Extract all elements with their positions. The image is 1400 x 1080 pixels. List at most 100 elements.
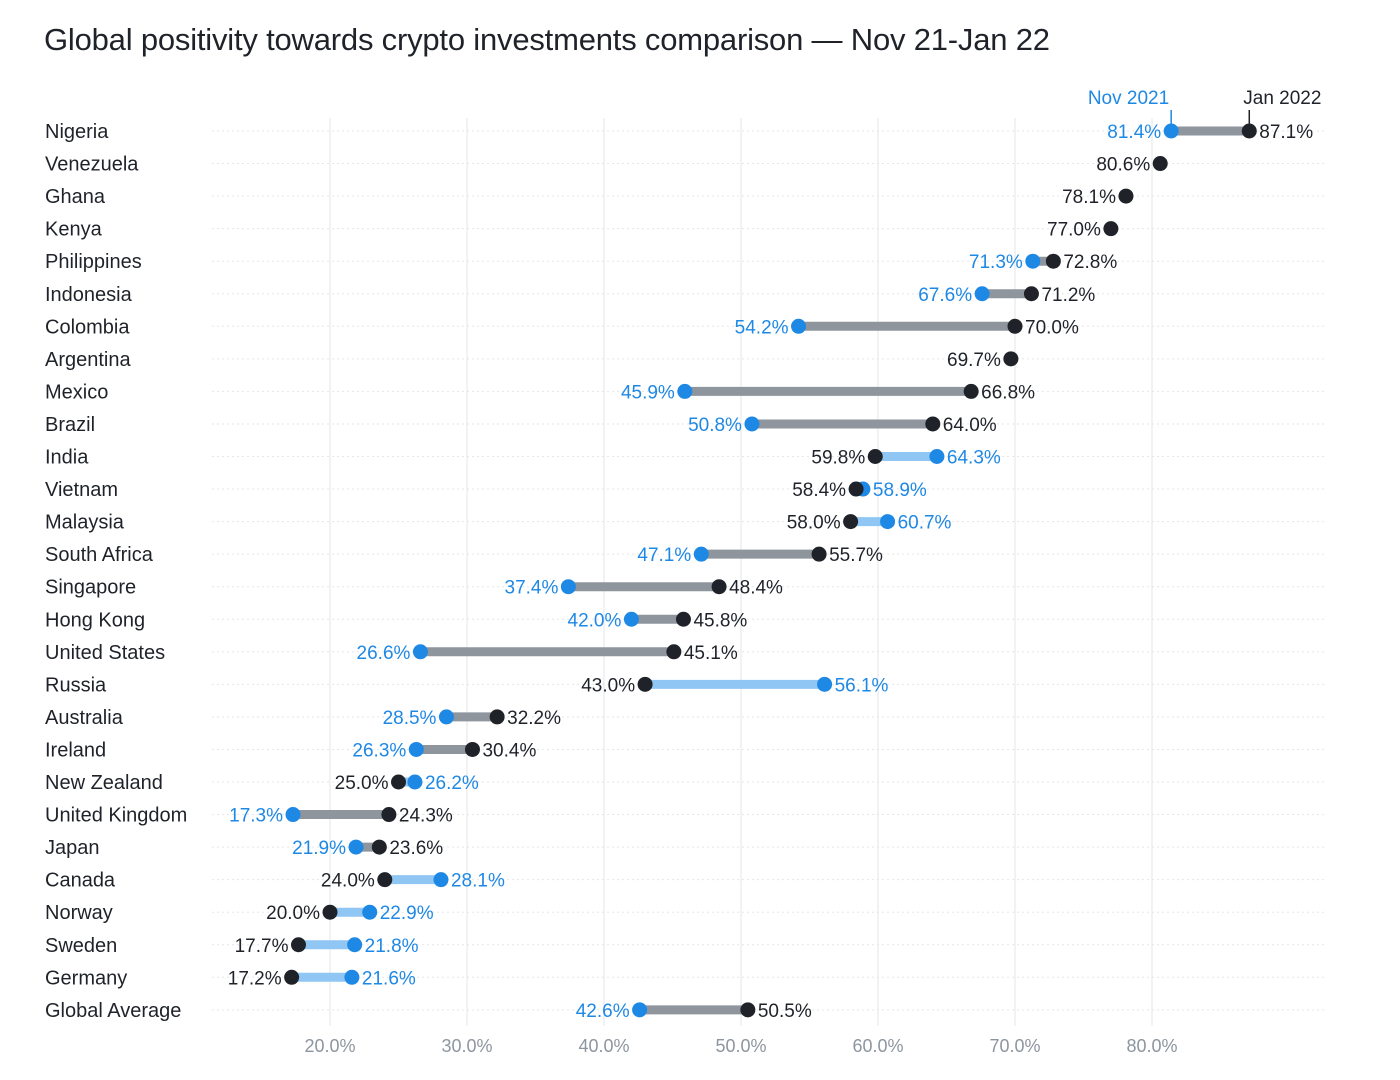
country-label: New Zealand (45, 772, 163, 794)
jan-2022-point (848, 481, 864, 497)
row-malaysia: Malaysia 58.0% 60.7% (45, 512, 952, 534)
jan-2022-label: 23.6% (389, 838, 443, 859)
nov-2021-point (412, 644, 428, 660)
country-label: Global Average (45, 1000, 181, 1022)
jan-2022-label: 17.2% (228, 968, 282, 989)
jan-2022-label: 64.0% (943, 415, 997, 436)
x-tick-label: 60.0% (852, 1036, 903, 1056)
country-label: Indonesia (45, 284, 133, 306)
jan-2022-point (1023, 286, 1039, 302)
row-colombia: Colombia 54.2% 70.0% (45, 316, 1079, 338)
nov-2021-label: 71.3% (969, 252, 1023, 273)
jan-2022-label: 87.1% (1259, 122, 1313, 143)
nov-2021-label: 45.9% (621, 382, 675, 403)
country-label: United Kingdom (45, 805, 187, 827)
nov-2021-point (408, 741, 424, 757)
jan-2022-label: 17.7% (235, 936, 289, 957)
nov-2021-label: 42.6% (576, 1001, 630, 1022)
nov-2021-point (362, 904, 378, 920)
country-label: South Africa (45, 544, 154, 566)
jan-2022-label: 78.1% (1062, 187, 1116, 208)
row-india: India 59.8% 64.3% (45, 447, 1001, 469)
row-venezuela: Venezuela 80.6% (45, 154, 1168, 176)
jan-2022-point (1045, 253, 1061, 269)
nov-2021-label: 81.4% (1107, 122, 1161, 143)
country-label: Argentina (45, 349, 131, 371)
jan-2022-point (489, 709, 505, 725)
jan-2022-label: 55.7% (829, 545, 883, 566)
jan-2022-label: 80.6% (1096, 155, 1150, 176)
nov-2021-label: 26.2% (425, 773, 479, 794)
x-tick-label: 80.0% (1126, 1036, 1177, 1056)
nov-2021-label: 50.8% (688, 415, 742, 436)
row-mexico: Mexico 45.9% 66.8% (45, 381, 1035, 403)
jan-2022-point (811, 546, 827, 562)
row-united-states: United States 26.6% 45.1% (45, 642, 738, 664)
nov-2021-point (1025, 253, 1041, 269)
row-australia: Australia 28.5% 32.2% (45, 707, 561, 729)
jan-2022-label: 45.8% (693, 610, 747, 631)
jan-2022-point (1152, 156, 1168, 172)
jan-2022-point (843, 514, 859, 530)
jan-2022-point (322, 904, 338, 920)
nov-2021-label: 28.5% (383, 708, 437, 729)
nov-2021-point (623, 611, 639, 627)
x-tick-label: 70.0% (989, 1036, 1040, 1056)
jan-2022-label: 66.8% (981, 382, 1035, 403)
country-label: Nigeria (45, 121, 109, 143)
nov-2021-label: 21.9% (292, 838, 346, 859)
nov-2021-label: 28.1% (451, 871, 505, 892)
nov-2021-label: 21.8% (365, 936, 419, 957)
nov-2021-point (344, 969, 360, 985)
x-tick-label: 50.0% (715, 1036, 766, 1056)
nov-2021-point (347, 937, 363, 953)
jan-2022-point (381, 807, 397, 823)
legend-jan-2022: Jan 2022 (1243, 88, 1321, 109)
jan-2022-point (666, 644, 682, 660)
country-label: Ghana (45, 186, 106, 208)
nov-2021-point (744, 416, 760, 432)
nov-2021-point (433, 872, 449, 888)
nov-2021-label: 47.1% (637, 545, 691, 566)
x-tick-label: 30.0% (441, 1036, 492, 1056)
jan-2022-label: 72.8% (1063, 252, 1117, 273)
country-label: Hong Kong (45, 609, 145, 631)
jan-2022-point (1241, 123, 1257, 139)
jan-2022-label: 24.3% (399, 806, 453, 827)
jan-2022-label: 32.2% (507, 708, 561, 729)
jan-2022-point (963, 383, 979, 399)
row-canada: Canada 24.0% 28.1% (45, 870, 505, 892)
country-label: Germany (45, 967, 127, 989)
country-label: Mexico (45, 381, 108, 403)
country-label: Norway (45, 902, 113, 924)
jan-2022-label: 30.4% (482, 740, 536, 761)
jan-2022-point (1007, 318, 1023, 334)
jan-2022-point (740, 1002, 756, 1018)
row-indonesia: Indonesia 67.6% 71.2% (45, 284, 1095, 306)
nov-2021-label: 26.6% (357, 643, 411, 664)
jan-2022-point (711, 579, 727, 595)
country-label: Singapore (45, 577, 136, 599)
row-ghana: Ghana 78.1% (45, 186, 1134, 208)
jan-2022-point (1103, 221, 1119, 237)
country-label: Kenya (45, 219, 103, 241)
nov-2021-point (693, 546, 709, 562)
nov-2021-point (285, 807, 301, 823)
nov-2021-point (632, 1002, 648, 1018)
nov-2021-point (407, 774, 423, 790)
row-russia: Russia 43.0% 56.1% (45, 674, 889, 696)
row-brazil: Brazil 50.8% 64.0% (45, 414, 997, 436)
jan-2022-label: 20.0% (266, 903, 320, 924)
nov-2021-label: 54.2% (735, 317, 789, 338)
jan-2022-label: 77.0% (1047, 220, 1101, 241)
country-label: Philippines (45, 251, 142, 273)
country-label: Vietnam (45, 479, 118, 501)
jan-2022-label: 50.5% (758, 1001, 812, 1022)
country-label: United States (45, 642, 165, 664)
country-label: India (45, 447, 89, 469)
nov-2021-label: 58.9% (873, 480, 927, 501)
row-germany: Germany 17.2% 21.6% (45, 967, 416, 989)
jan-2022-label: 48.4% (729, 578, 783, 599)
nov-2021-label: 21.6% (362, 968, 416, 989)
